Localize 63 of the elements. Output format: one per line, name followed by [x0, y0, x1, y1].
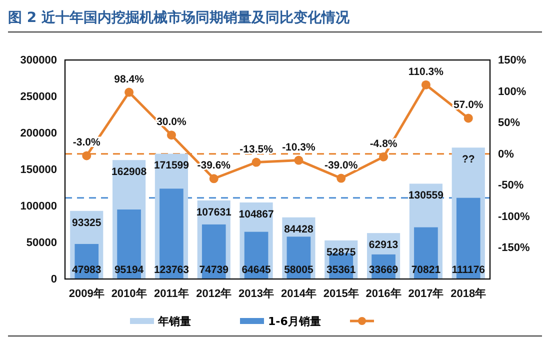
data-label: 70821	[411, 264, 441, 276]
x-tick-label: 2011年	[154, 286, 189, 300]
data-label: ??	[462, 154, 475, 166]
data-label: 111176	[452, 264, 486, 276]
point	[82, 151, 92, 160]
data-label: 58005	[284, 264, 314, 276]
x-tick-label: 2014年	[280, 286, 316, 300]
point	[464, 114, 473, 123]
legend-label: 1-6月销量	[268, 315, 321, 328]
chart-title: 图 2 近十年国内挖掘机械市场同期销量及同比变化情况	[8, 9, 350, 26]
data-label: 57.0%	[453, 99, 484, 112]
data-label: 171599	[154, 160, 190, 172]
y2-tick-label: 100%	[498, 86, 526, 98]
point	[336, 174, 346, 183]
data-label: 64645	[242, 264, 272, 276]
y-tick-label: 250000	[20, 91, 57, 104]
legend-label: 年销量	[157, 315, 191, 328]
x-tick-label: 2017年	[408, 286, 444, 300]
x-tick-label: 2009年	[68, 286, 104, 300]
y2-tick-label: 50%	[498, 117, 520, 130]
data-label: 47983	[72, 264, 102, 276]
data-label: 52875	[326, 246, 356, 258]
data-label: -13.5%	[240, 143, 274, 156]
data-label: 162908	[112, 166, 147, 178]
y-tick-label: 150000	[20, 164, 57, 176]
data-label: 33669	[368, 264, 398, 276]
data-label: 104867	[238, 208, 274, 220]
y2-tick-label: 150%	[498, 54, 526, 67]
x-tick-label: 2018年	[450, 286, 486, 300]
x-tick-label: 2013年	[238, 286, 274, 300]
y2-tick-label: 0%	[498, 148, 514, 160]
x-tick-label: 2012年	[196, 286, 232, 300]
data-label: 107631	[196, 206, 232, 218]
data-label: 35361	[326, 264, 356, 276]
y-tick-label: 300000	[20, 54, 57, 67]
point	[421, 80, 430, 90]
data-label: 74739	[199, 264, 229, 276]
point	[294, 156, 304, 165]
bar	[202, 224, 226, 279]
x-tick-label: 2010年	[111, 286, 147, 300]
y-tick-label: 0	[50, 274, 57, 286]
data-label: 130559	[408, 190, 444, 202]
data-label: 98.4%	[114, 73, 145, 86]
y-tick-label: 100000	[20, 200, 57, 213]
data-label: 62913	[368, 239, 398, 252]
y-tick-label: 50000	[26, 237, 57, 250]
data-label: 84428	[284, 223, 314, 236]
point	[379, 152, 388, 162]
x-tick-label: 2015年	[323, 286, 359, 300]
data-label: -39.0%	[324, 159, 358, 172]
data-label: -10.3%	[282, 141, 316, 154]
point	[166, 130, 176, 140]
point	[209, 174, 218, 184]
y-tick-label: 200000	[20, 128, 57, 140]
point	[252, 158, 261, 167]
y2-tick-label: -50%	[498, 180, 524, 192]
data-label: 110.3%	[408, 66, 444, 78]
point	[124, 88, 134, 97]
y2-tick-label: -100%	[498, 210, 530, 223]
data-label: 93325	[72, 216, 102, 229]
data-label: 95194	[114, 264, 144, 276]
x-tick-label: 2016年	[366, 286, 402, 300]
y2-tick-label: -150%	[498, 242, 530, 254]
